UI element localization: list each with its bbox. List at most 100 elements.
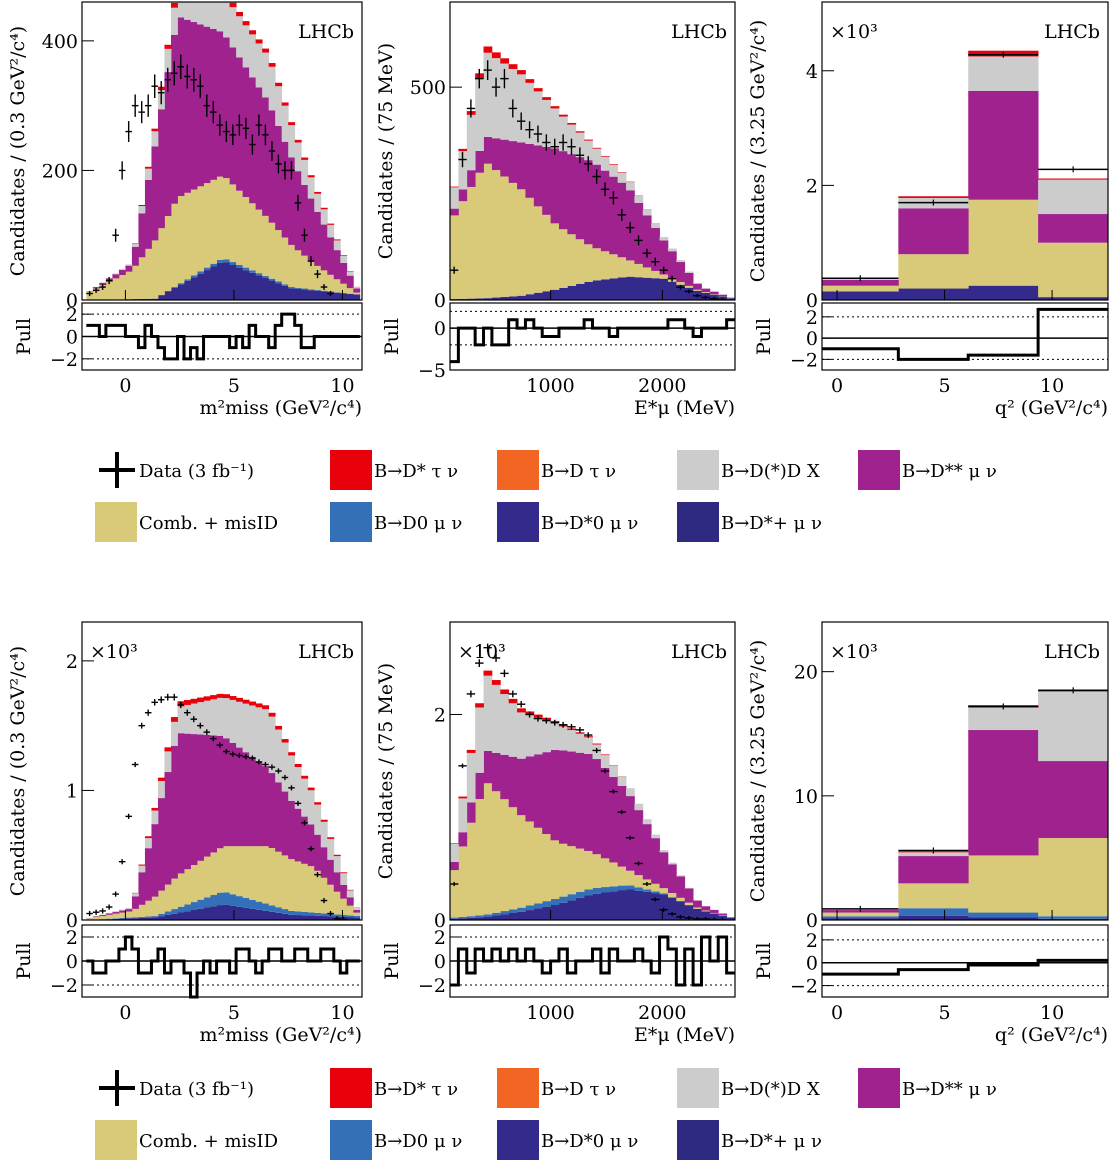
bin-comb [92,917,100,920]
bin-dst0 [346,917,354,920]
bin-dst0 [517,295,526,300]
bin-tau [483,46,493,53]
bin-dst0 [968,917,1039,920]
pull-tick-label: −2 [50,349,78,371]
bin-dst0 [281,913,289,920]
bin-comb [542,834,551,902]
bin-tau [542,97,551,100]
bin-d0 [203,897,211,908]
pull-histogram [450,935,735,987]
bin-tau [288,752,296,756]
bin-dst0 [307,915,315,920]
lhcb-label: LHCb [1044,641,1100,663]
bin-d0 [255,273,263,276]
bin-ddx [600,156,610,171]
bin-d0 [216,892,224,906]
bin-dss [99,282,107,286]
bin-dst0 [693,908,702,920]
bin-dst0 [642,891,652,920]
bin-dss [701,288,711,293]
bin-comb [822,912,899,917]
bin-ddx [255,43,263,88]
bin-comb [170,878,178,910]
bin-dss [92,916,100,918]
bin-d0 [197,899,204,909]
bin-ddx [255,707,263,762]
bin-ddx [575,733,585,753]
bin-ddx [144,838,152,849]
bin-ddx [105,912,113,914]
bin-d0 [508,909,518,913]
bin-tau [550,106,560,109]
bin-ddx [268,66,276,111]
bin-dss [500,139,510,177]
bin-d0 [301,911,309,916]
bin-comb [584,850,593,890]
bin-dss [617,785,627,867]
bin-ddx [177,2,185,18]
bin-dss [197,24,204,187]
bin-dss [726,917,736,918]
x-axis-label: m²miss (GeV²/c⁴) [199,397,362,419]
bin-ddx [131,243,139,247]
x-tick-label: 0 [831,1002,843,1024]
bin-d0 [1038,916,1109,919]
bin-ddx [164,751,172,773]
bin-ddx [626,182,635,191]
bin-dss [112,912,120,914]
bin-tau [898,196,969,198]
bin-tau [466,749,476,753]
bin-comb [275,851,283,908]
bin-comb [600,858,610,888]
bin-comb [466,822,476,917]
bin-d0 [466,916,476,918]
y-tick-label: 2 [434,704,446,726]
bin-dst0 [500,914,510,920]
x-axis-label: q² (GeV²/c⁴) [995,1024,1108,1046]
y-tick-label: 0 [806,290,818,312]
bin-dss [184,733,191,870]
pull-tick-label: 2 [66,927,78,949]
bin-comb [242,196,250,268]
legend-swatch [677,1120,719,1160]
bin-dss [190,734,198,866]
bin-dss [1038,214,1109,243]
bin-ddx [268,716,276,774]
bin-tau [340,255,348,256]
legend-swatch [858,1068,900,1108]
bin-dss [508,141,518,183]
bin-ddx [275,729,283,783]
pull-frame [449,302,736,371]
bin-dst0 [500,296,510,300]
legend-item-dss: B→D** μ ν [858,1068,997,1108]
legend-swatch [95,502,137,542]
legend-item-data: Data (3 fb⁻¹) [99,452,254,488]
bin-ddx [307,790,315,825]
bin-comb [125,911,133,918]
bin-comb [249,846,257,900]
bin-dss [340,884,348,899]
bin-tau [475,703,484,708]
bin-ddx [346,890,354,898]
bin-dss [676,262,686,283]
bin-d0 [314,290,322,291]
bin-comb [320,877,328,914]
bin-d0 [203,267,211,271]
bin-tau [333,854,341,857]
plot-frame [821,621,1109,921]
bin-dst0 [475,917,484,920]
bin-dst0 [491,915,501,920]
legend-item-dsttau: B→D* τ ν [330,1068,458,1108]
bin-dst0 [190,277,198,300]
bin-ddx [500,694,510,755]
legend-label: B→D* τ ν [374,1079,458,1100]
bin-dss [609,176,619,255]
bin-dss [491,138,501,171]
bin-dst0 [709,913,719,920]
bin-comb [667,892,677,898]
bin-tau [314,191,322,194]
bin-tau [491,52,501,59]
bin-dss [340,262,348,284]
bin-ddx [475,78,484,151]
bin-dss [542,752,551,835]
